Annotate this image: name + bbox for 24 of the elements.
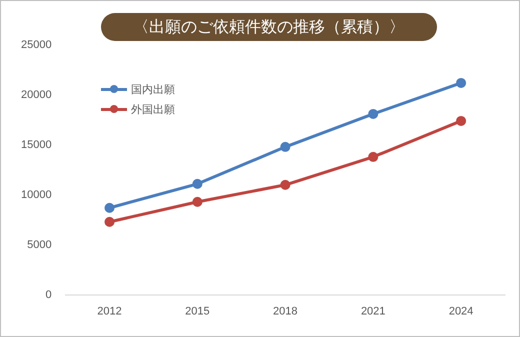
point — [280, 142, 290, 152]
y-tick-label: 25000 — [20, 39, 52, 52]
legend-label: 外国出願 — [131, 102, 175, 116]
point — [368, 152, 378, 162]
x-tick-label: 2021 — [360, 305, 386, 318]
legend-label: 国内出願 — [131, 82, 175, 96]
x-tick-label: 2015 — [185, 305, 210, 318]
point — [368, 108, 378, 119]
x-tick-label: 2018 — [273, 305, 298, 318]
point — [192, 196, 202, 207]
y-tick-label: 0 — [45, 288, 52, 301]
point — [192, 178, 202, 189]
point — [104, 202, 115, 213]
y-tick-label: 15000 — [20, 138, 52, 151]
chart-title: 〈出願のご依頼件数の推移（累積）〉 — [101, 13, 437, 41]
y-tick-label: 20000 — [20, 88, 52, 101]
point — [456, 78, 466, 88]
y-tick-label: 10000 — [20, 188, 52, 201]
x-tick-label: 2024 — [448, 305, 474, 318]
point — [280, 180, 290, 190]
point — [456, 116, 466, 126]
y-tick-label: 5000 — [27, 238, 52, 251]
point — [104, 216, 115, 227]
x-tick-label: 2012 — [97, 305, 122, 318]
